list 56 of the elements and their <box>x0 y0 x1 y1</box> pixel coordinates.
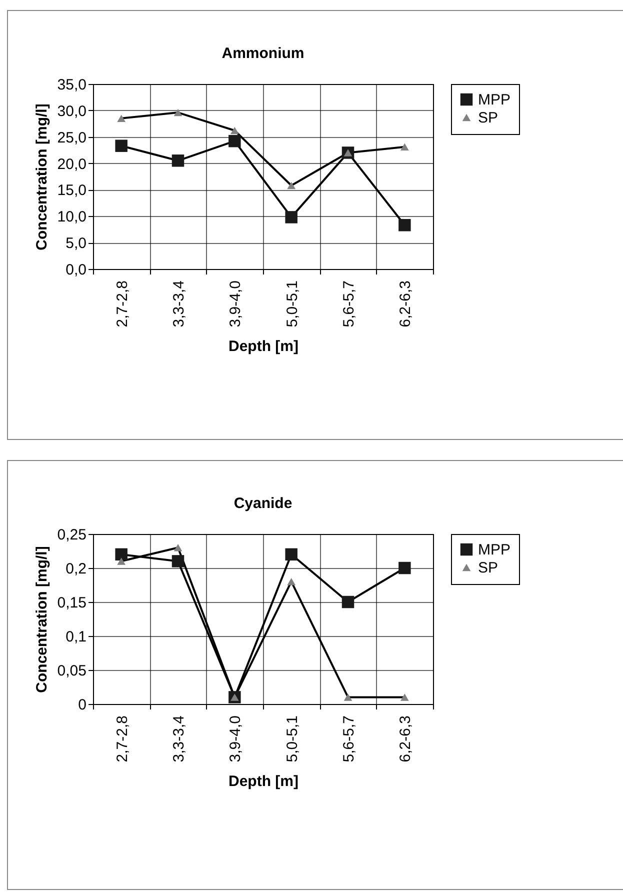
y-tick-label: 0 <box>78 696 86 714</box>
point <box>230 126 239 134</box>
x-tick-label: 3,3-3,4 <box>170 716 188 762</box>
point <box>400 694 409 701</box>
point <box>344 694 352 701</box>
point <box>115 548 128 561</box>
y-tick-label: 15,0 <box>57 182 86 200</box>
x-tick-label: 6,2-6,3 <box>397 716 414 762</box>
point <box>342 596 354 608</box>
y-tick-label: 5,0 <box>66 235 86 252</box>
y-tick-label: 0,05 <box>57 662 86 680</box>
x-tick-label: 6,2-6,3 <box>397 280 414 328</box>
y-tick-label: 35,0 <box>57 76 86 94</box>
point <box>174 544 182 552</box>
point <box>115 140 128 152</box>
x-tick-label: 2,7-2,8 <box>114 280 131 328</box>
x-tick-label: 2,7-2,8 <box>114 716 131 762</box>
y-tick-label: 30,0 <box>57 102 86 120</box>
legend-label: SP <box>478 560 498 576</box>
point <box>172 555 184 568</box>
point <box>400 143 409 151</box>
point <box>398 219 411 232</box>
point <box>172 154 184 167</box>
point <box>285 548 298 561</box>
x-tick-label: 3,9-4,0 <box>227 716 244 762</box>
x-tick-label: 5,6-5,7 <box>340 716 358 762</box>
legend-label: MPP <box>478 542 511 558</box>
x-tick-label: 5,0-5,1 <box>284 716 301 762</box>
point <box>287 182 296 190</box>
x-tick-label: 5,0-5,1 <box>284 280 301 328</box>
y-tick-label: 0,0 <box>66 262 86 278</box>
y-tick-label: 0,25 <box>57 526 86 544</box>
point <box>228 134 241 148</box>
y-tick-label: 0,1 <box>66 628 86 646</box>
legend-label: MPP <box>478 92 511 108</box>
point <box>398 562 411 574</box>
y-axis-title: Concentration [mg/l] <box>33 104 50 250</box>
x-tick-label: 3,9-4,0 <box>227 280 244 328</box>
x-axis-title: Depth [m] <box>228 773 298 790</box>
y-axis-title: Concentration [mg/l] <box>33 546 50 693</box>
x-tick-label: 3,3-3,4 <box>170 280 188 328</box>
y-tick-label: 0,15 <box>57 594 86 612</box>
x-tick-label: 5,6-5,7 <box>340 280 358 328</box>
y-tick-label: 20,0 <box>57 156 86 173</box>
y-tick-label: 0,2 <box>66 560 86 578</box>
point <box>117 558 126 565</box>
point <box>117 114 126 122</box>
y-tick-label: 25,0 <box>57 129 86 146</box>
chart-title: Cyanide <box>234 495 292 512</box>
y-tick-label: 10,0 <box>57 208 86 226</box>
point <box>285 211 298 224</box>
x-axis-title: Depth [m] <box>228 338 298 356</box>
chart-title: Ammonium <box>222 45 304 62</box>
legend-label: SP <box>478 110 498 126</box>
point <box>174 108 182 116</box>
point <box>287 578 296 586</box>
